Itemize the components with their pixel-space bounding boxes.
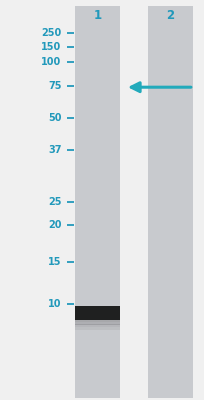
- Text: 37: 37: [48, 145, 61, 155]
- Bar: [74, 322, 119, 325]
- Text: 25: 25: [48, 197, 61, 207]
- Text: 250: 250: [41, 28, 61, 38]
- Bar: [74, 6, 119, 398]
- Text: 20: 20: [48, 220, 61, 230]
- Text: 1: 1: [93, 9, 101, 22]
- Text: 100: 100: [41, 57, 61, 67]
- Text: 2: 2: [165, 9, 173, 22]
- Bar: [147, 6, 192, 398]
- Bar: [74, 324, 119, 327]
- Text: 10: 10: [48, 299, 61, 309]
- Text: 50: 50: [48, 113, 61, 123]
- Text: 150: 150: [41, 42, 61, 52]
- Bar: [74, 306, 119, 320]
- Text: 15: 15: [48, 257, 61, 267]
- Bar: [74, 320, 119, 322]
- Text: 75: 75: [48, 81, 61, 91]
- Bar: [74, 327, 119, 330]
